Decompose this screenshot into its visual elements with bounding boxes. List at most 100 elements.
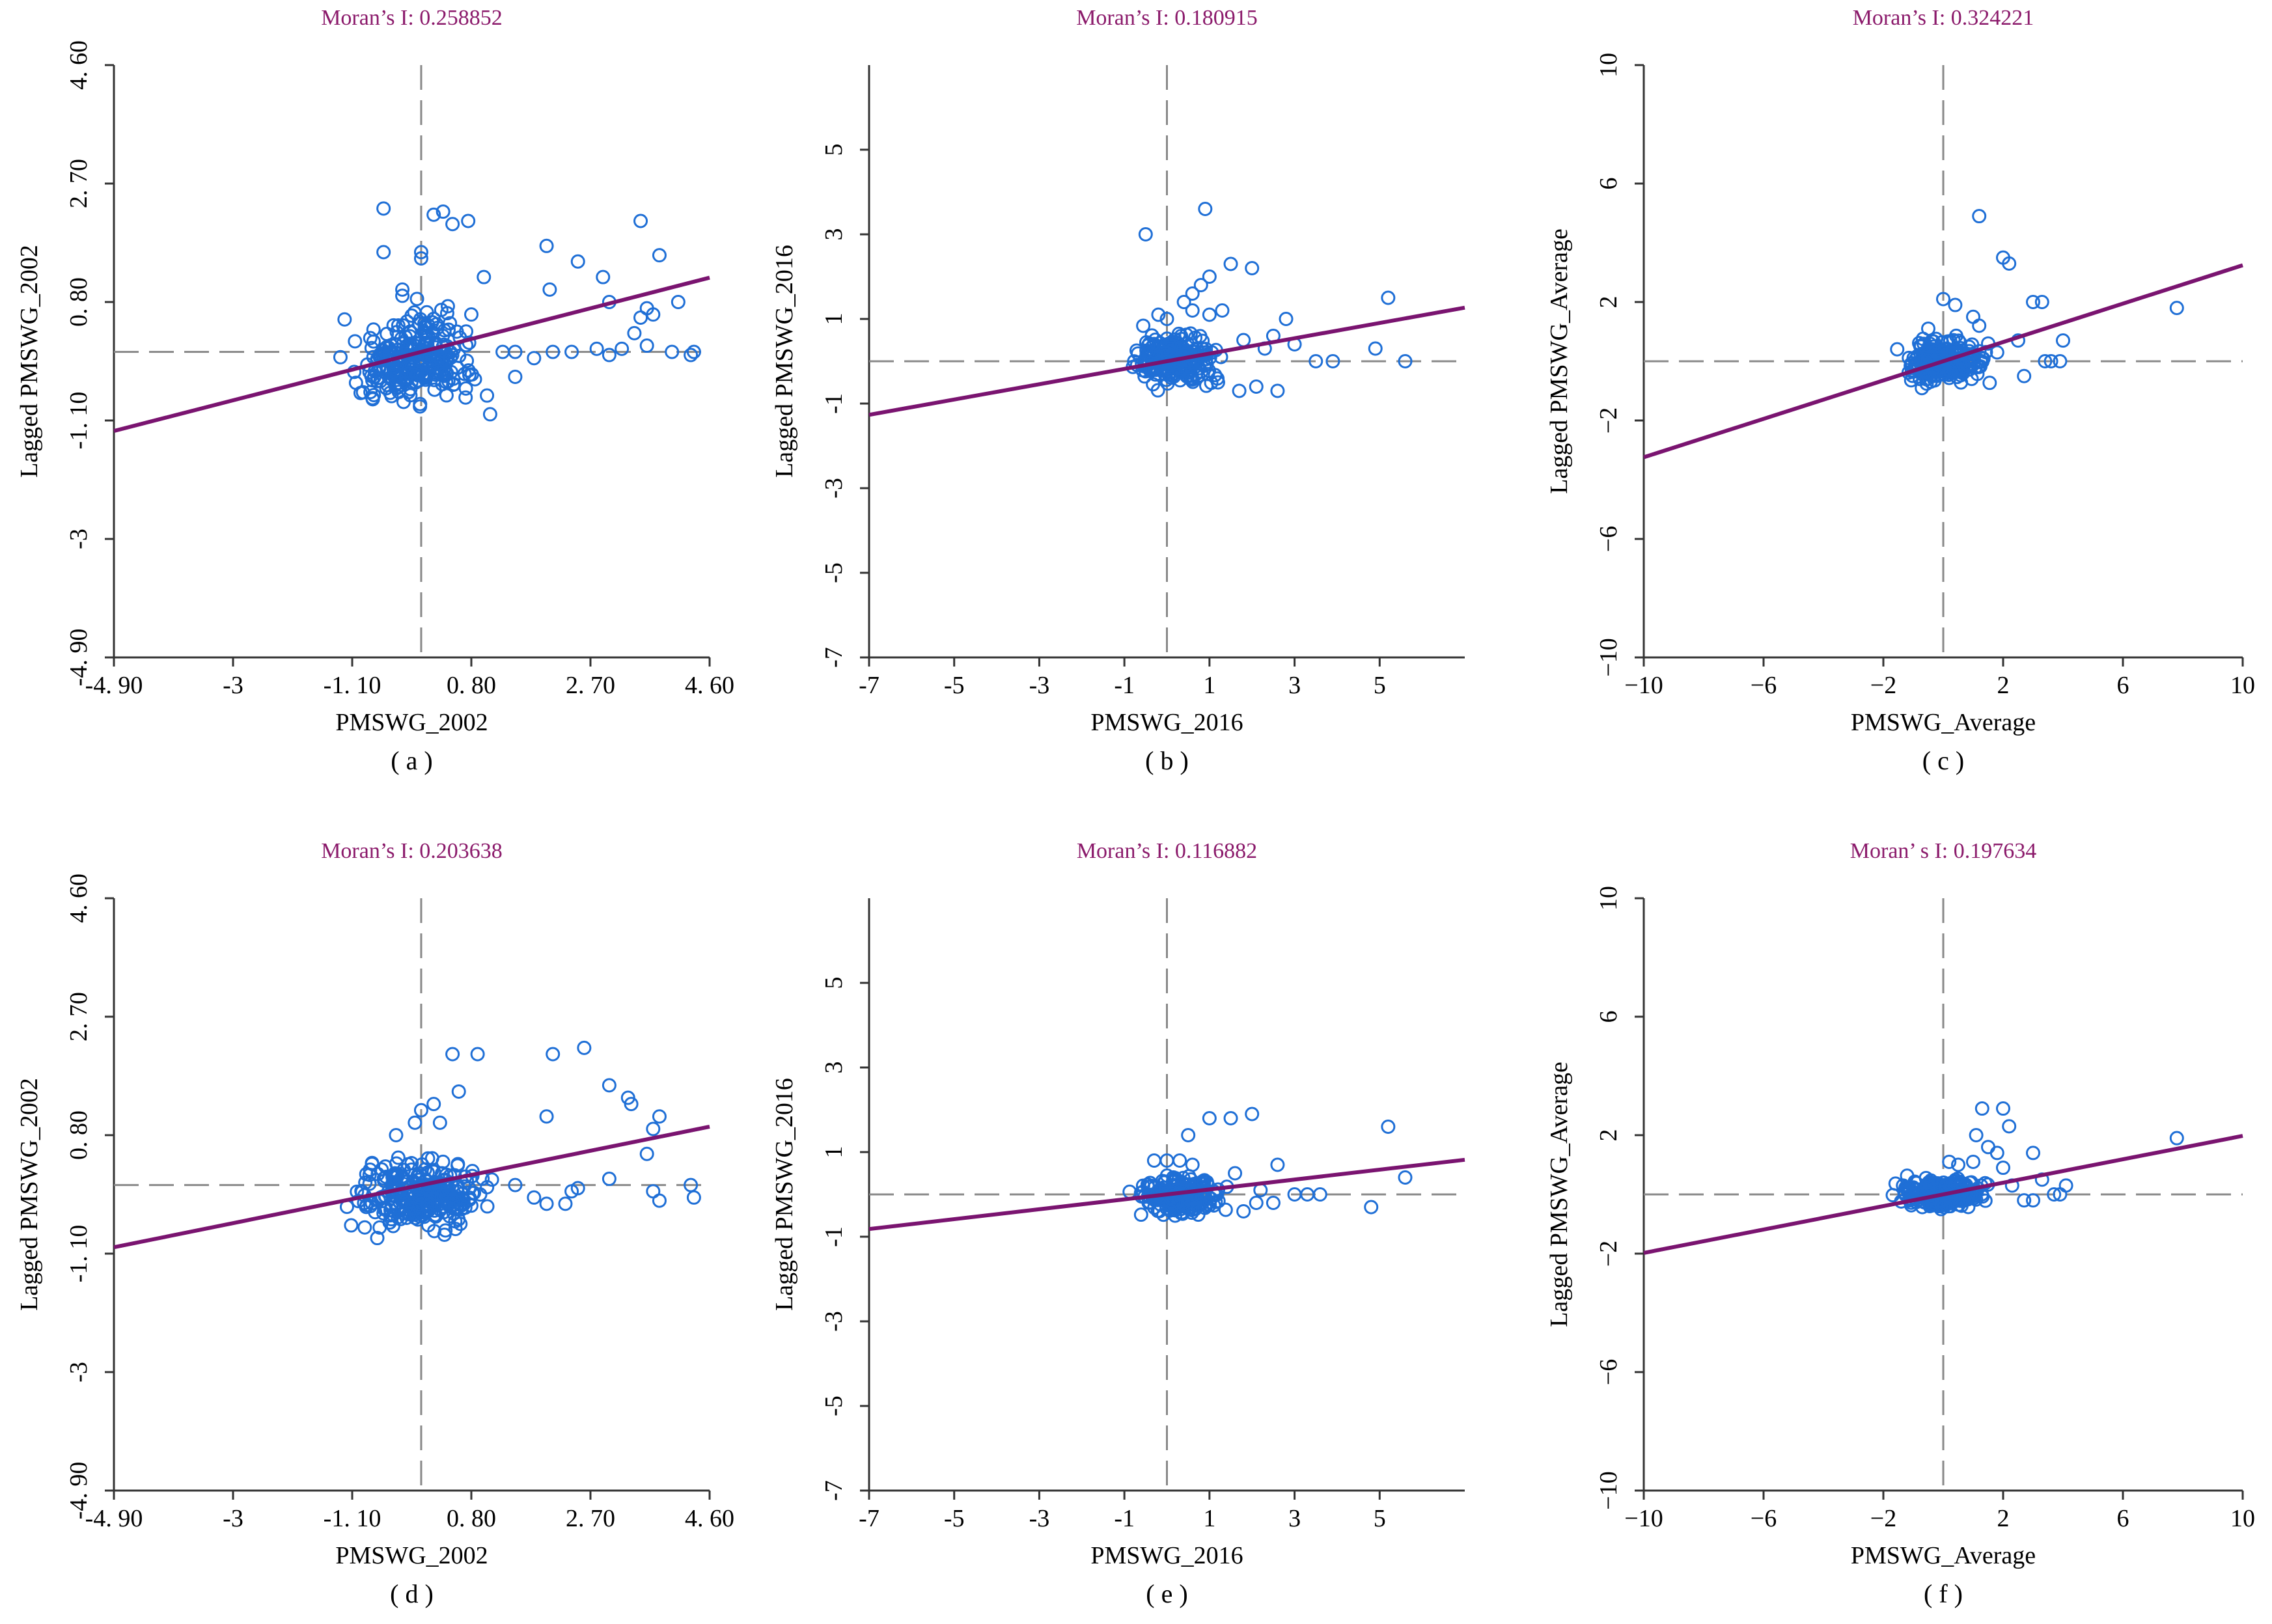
data-point <box>589 341 604 356</box>
data-point <box>1185 1157 1200 1172</box>
x-tick-label: -7 <box>859 672 880 699</box>
regression-line <box>868 1157 1465 1232</box>
data-point <box>570 254 585 269</box>
data-point <box>1183 326 1198 341</box>
y-tick-label: -1 <box>820 1226 848 1247</box>
y-tick-label: -7 <box>820 1480 848 1501</box>
x-tick-label: -1 <box>1114 672 1135 699</box>
data-point <box>362 1176 377 1191</box>
data-point <box>2026 1146 2040 1161</box>
data-point <box>398 371 413 386</box>
data-point <box>391 318 406 333</box>
data-point <box>445 1047 460 1062</box>
data-point <box>1135 1178 1150 1193</box>
regression-line <box>1643 1134 2243 1255</box>
y-tick-label: 3 <box>820 1062 848 1074</box>
data-point <box>1146 377 1161 392</box>
data-point <box>1245 261 1260 275</box>
data-point <box>337 312 352 327</box>
data-point <box>1162 337 1177 352</box>
y-tick-label: -3 <box>65 529 92 549</box>
data-point <box>2047 1187 2062 1202</box>
data-point <box>542 282 557 297</box>
data-point <box>462 1181 477 1196</box>
data-point <box>1398 1170 1413 1185</box>
data-point <box>1279 312 1294 326</box>
data-point <box>1245 1107 1260 1122</box>
data-point <box>1138 227 1153 241</box>
x-tick-label: 5 <box>1374 1505 1386 1532</box>
x-tick-label: 10 <box>2230 672 2255 699</box>
x-tick-label: 2 <box>1997 1505 2010 1532</box>
x-tick-label: 2. 70 <box>566 672 615 699</box>
data-point <box>1215 303 1230 318</box>
data-point <box>2002 256 2017 271</box>
chart-title: Moran’s I: 0.324221 <box>1853 6 2034 30</box>
data-point <box>1208 368 1223 383</box>
data-point <box>449 1200 464 1215</box>
x-tick-label: 1 <box>1203 672 1215 699</box>
data-point <box>2034 295 2049 309</box>
data-point <box>1974 1101 1989 1116</box>
y-tick-label: -4. 90 <box>65 1462 92 1520</box>
data-point <box>602 1078 616 1093</box>
x-tick-label: 0. 80 <box>447 672 496 699</box>
y-tick-label: −2 <box>1595 407 1622 434</box>
y-tick-label: -1. 10 <box>65 392 92 450</box>
data-point <box>333 350 348 365</box>
data-point <box>1917 337 1932 351</box>
data-point <box>410 336 425 351</box>
data-point <box>430 360 445 375</box>
data-point <box>420 1199 435 1214</box>
data-point <box>1131 346 1146 361</box>
data-point <box>527 1190 542 1205</box>
y-tick-label: −6 <box>1595 1359 1622 1385</box>
data-point <box>1937 364 1952 379</box>
data-point <box>1180 1196 1195 1211</box>
x-tick-label: 2 <box>1997 672 2010 699</box>
chart-title: Moran’s I: 0.258852 <box>321 6 503 30</box>
data-point <box>477 269 492 284</box>
x-tick-label: 5 <box>1374 672 1386 699</box>
data-point <box>2058 1178 2073 1193</box>
data-point <box>1232 383 1247 398</box>
data-point <box>1249 1196 1264 1210</box>
x-tick-label: -3 <box>223 1505 243 1532</box>
data-point <box>1989 345 2004 360</box>
data-point <box>1896 1178 1911 1193</box>
regression-line <box>113 1124 710 1250</box>
y-tick-label: -5 <box>820 562 848 583</box>
x-tick-label: -1. 10 <box>324 672 381 699</box>
data-point <box>2017 1193 2032 1208</box>
data-point <box>639 1146 654 1161</box>
data-point <box>1236 1204 1251 1218</box>
data-point <box>633 213 648 228</box>
x-axis-label: PMSWG_2016 <box>1090 1542 1243 1569</box>
data-point <box>382 1215 397 1230</box>
data-point <box>436 328 450 343</box>
data-point <box>344 1218 359 1233</box>
data-point <box>418 326 433 341</box>
data-point <box>1185 286 1200 301</box>
data-point <box>1381 1120 1396 1134</box>
data-point <box>1185 303 1200 318</box>
data-point <box>461 213 476 228</box>
data-point <box>1915 381 1930 396</box>
data-point <box>1312 1187 1327 1202</box>
data-point <box>428 367 443 382</box>
data-point <box>460 353 475 368</box>
y-tick-label: 3 <box>820 228 848 241</box>
data-point <box>639 338 654 353</box>
y-tick-label: −10 <box>1595 638 1622 676</box>
data-point <box>445 217 460 232</box>
data-point <box>448 1222 463 1237</box>
data-point <box>482 407 497 422</box>
data-point <box>1969 1128 1984 1142</box>
data-point <box>1956 359 1971 374</box>
data-point <box>370 1231 385 1246</box>
x-axis-label: PMSWG_2016 <box>1090 709 1243 736</box>
x-tick-label: -3 <box>223 672 243 699</box>
y-tick-label: 10 <box>1595 53 1622 77</box>
data-point <box>427 1224 442 1239</box>
data-point <box>508 344 523 359</box>
